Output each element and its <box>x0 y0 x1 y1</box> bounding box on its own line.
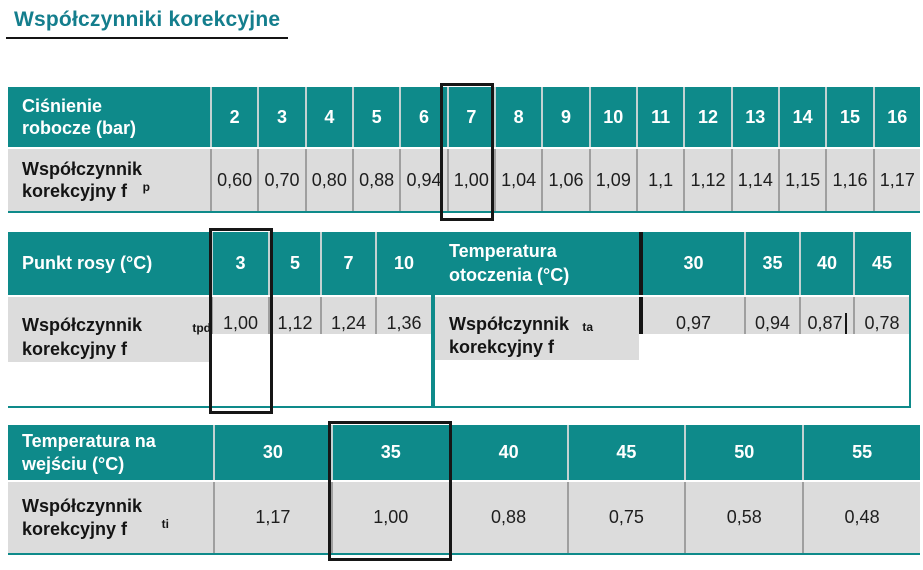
pressure-col-header: 10 <box>588 87 636 147</box>
inlet-value-cell: 0,58 <box>684 482 803 553</box>
pressure-header-row: Ciśnienie robocze (bar) 2 3 4 5 6 7 8 9 … <box>8 87 920 147</box>
inlet-header-label: Temperatura na wejściu (°C) <box>8 425 213 480</box>
inlet-value-cell: 0,88 <box>448 482 567 553</box>
pressure-value-cell: 1,06 <box>541 149 589 211</box>
inlet-col-header: 50 <box>684 425 803 480</box>
pressure-table: Ciśnienie robocze (bar) 2 3 4 5 6 7 8 9 … <box>8 83 920 221</box>
pressure-value-cell: 0,88 <box>351 149 400 211</box>
inlet-table: Temperatura na wejściu (°C) 30 35 40 45 … <box>8 421 920 561</box>
ambient-value-cell: 0,78 <box>853 297 909 334</box>
pressure-value-cell: 1,15 <box>777 149 826 211</box>
pressure-col-header: 11 <box>635 87 684 147</box>
inlet-row-label: Współczynnik korekcyjny f ti <box>8 482 213 553</box>
pressure-value-cell: 1,04 <box>493 149 542 211</box>
ambient-col-header: 45 <box>853 232 909 295</box>
pressure-value-cell: 0,70 <box>257 149 305 211</box>
pressure-col-header: 7 <box>446 87 494 147</box>
ambient-row-label-subscript: ta <box>582 320 593 334</box>
dewpoint-header-row: Punkt rosy (°C) 3 5 7 10 <box>8 232 431 295</box>
ambient-col-header: 40 <box>799 232 853 295</box>
dewpoint-value-cell: 1,12 <box>268 297 320 334</box>
ambient-header-label: Temperatura otoczenia (°C) <box>435 232 639 295</box>
ambient-row-label: Współczynnik korekcyjny f ta <box>435 297 639 360</box>
dewpoint-col-header: 5 <box>268 232 320 295</box>
inlet-row-label-subscript: ti <box>161 517 169 531</box>
pressure-row-label-text: Współczynnik korekcyjny f <box>22 158 143 202</box>
dewpoint-col-header: 3 <box>211 232 268 295</box>
ambient-value-row: Współczynnik korekcyjny f ta 0,97 0,94 0,… <box>435 295 909 406</box>
pressure-col-header: 8 <box>493 87 542 147</box>
pressure-col-header: 2 <box>210 87 258 147</box>
pressure-value-cell: 1,09 <box>588 149 636 211</box>
pressure-col-header: 13 <box>730 87 778 147</box>
ambient-value-cell: 0,94 <box>744 297 799 334</box>
pressure-col-header: 15 <box>825 87 873 147</box>
inlet-col-header: 40 <box>448 425 567 480</box>
dewpoint-value-cell: 1,24 <box>320 297 375 334</box>
pressure-col-header: 4 <box>304 87 352 147</box>
ambient-header-row: Temperatura otoczenia (°C) 30 35 40 45 <box>435 232 909 295</box>
ambient-subtable: Temperatura otoczenia (°C) 30 35 40 45 W… <box>435 232 911 408</box>
pressure-value-cell: 1,12 <box>683 149 731 211</box>
pressure-col-header: 5 <box>351 87 400 147</box>
pressure-value-cell: 1,1 <box>635 149 684 211</box>
pressure-value-cell: 0,94 <box>399 149 447 211</box>
pressure-col-header: 16 <box>872 87 920 147</box>
dewpoint-subtable: Punkt rosy (°C) 3 5 7 10 Współczynnik ko… <box>8 228 435 414</box>
ambient-row-label-text: Współczynnik korekcyjny f <box>449 314 570 358</box>
inlet-col-header: 30 <box>213 425 331 480</box>
pressure-value-cell: 1,00 <box>446 149 494 211</box>
pressure-value-cell: 1,14 <box>730 149 778 211</box>
text-cursor <box>844 313 847 334</box>
ambient-value-text: 0,87 <box>807 313 843 333</box>
pressure-value-cell: 0,60 <box>210 149 258 211</box>
ambient-value-cell: 0,97 <box>639 297 744 334</box>
pressure-value-cell: 1,17 <box>872 149 920 211</box>
inlet-value-cell: 1,17 <box>213 482 331 553</box>
dewpoint-ambient-table: Punkt rosy (°C) 3 5 7 10 Współczynnik ko… <box>8 228 911 414</box>
inlet-value-cell: 1,00 <box>330 482 449 553</box>
inlet-row-label-text: Współczynnik korekcyjny f <box>22 496 143 539</box>
pressure-col-header: 12 <box>683 87 731 147</box>
ambient-value-cell: 0,87 <box>799 297 853 334</box>
dewpoint-header-label: Punkt rosy (°C) <box>8 232 211 295</box>
page-title: Współczynniki korekcyjne <box>6 6 289 39</box>
dewpoint-value-row: Współczynnik korekcyjny f tpd 1,00 1,12 1… <box>8 295 431 406</box>
pressure-col-header: 6 <box>399 87 447 147</box>
dewpoint-row-label-subscript: tpd <box>192 321 211 335</box>
inlet-col-header: 55 <box>802 425 920 480</box>
dewpoint-value-cell: 1,00 <box>211 297 268 334</box>
pressure-col-header: 9 <box>541 87 589 147</box>
inlet-value-row: Współczynnik korekcyjny f ti 1,17 1,00 0,… <box>8 480 920 553</box>
pressure-value-cell: 0,80 <box>304 149 352 211</box>
dewpoint-col-header: 7 <box>320 232 375 295</box>
pressure-value-cell: 1,16 <box>825 149 873 211</box>
dewpoint-row-label: Współczynnik korekcyjny f tpd <box>8 297 211 362</box>
dewpoint-row-label-text: Współczynnik korekcyjny f <box>22 315 143 360</box>
pressure-header-label: Ciśnienie robocze (bar) <box>8 87 210 147</box>
inlet-value-cell: 0,75 <box>566 482 685 553</box>
ambient-col-header: 30 <box>639 232 744 295</box>
inlet-value-cell: 0,48 <box>802 482 920 553</box>
pressure-col-header: 14 <box>777 87 826 147</box>
dewpoint-col-header: 10 <box>375 232 431 295</box>
inlet-col-header: 45 <box>566 425 685 480</box>
pressure-row-label-subscript: p <box>142 179 150 194</box>
dewpoint-value-cell: 1,36 <box>375 297 431 334</box>
title-block: Współczynniki korekcyjne <box>6 6 289 39</box>
inlet-col-header: 35 <box>330 425 449 480</box>
pressure-col-header: 3 <box>257 87 305 147</box>
ambient-col-header: 35 <box>744 232 799 295</box>
inlet-header-row: Temperatura na wejściu (°C) 30 35 40 45 … <box>8 425 920 480</box>
